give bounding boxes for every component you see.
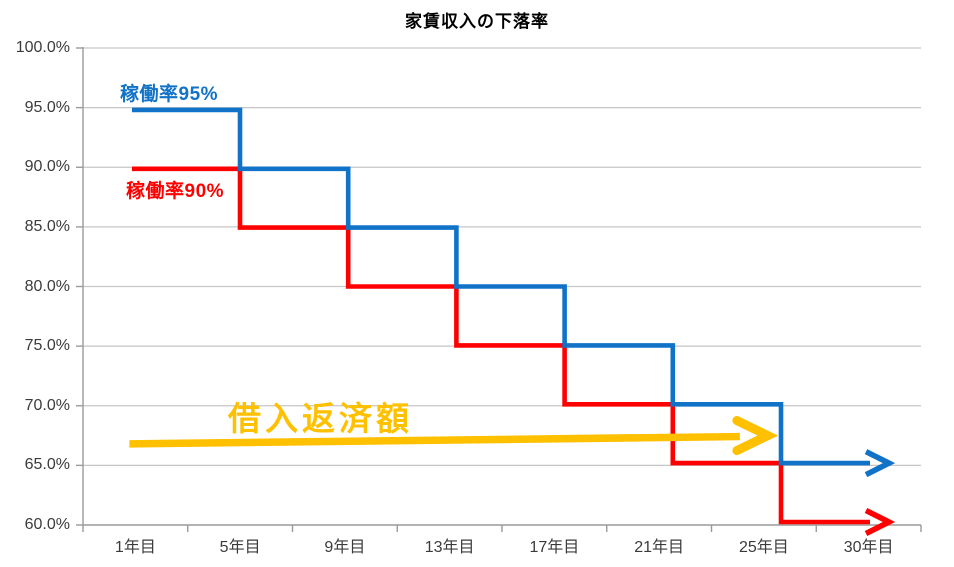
y-axis-tick-label: 90.0% [24,158,70,176]
y-axis-tick-label: 60.0% [24,516,70,533]
series-occupancy-95-arrowhead-icon [864,449,896,478]
y-axis-tick-label: 75.0% [24,337,70,355]
x-axis-tick-label: 21年目 [634,539,685,556]
series-occupancy-95-line [132,107,870,466]
series-occupancy-90-line [132,166,870,525]
y-axis-tick-label: 100.0% [15,39,70,56]
y-axis-tick-label: 70.0% [24,396,70,414]
y-axis-tick-label: 95.0% [24,98,70,116]
y-axis-tick-label: 80.0% [24,277,70,295]
series-label-occupancy-90: 稼働率90% [126,181,225,202]
y-axis-tick-label: 85.0% [24,217,70,235]
loan-arrowhead-icon [732,416,779,456]
x-axis-tick-label: 9年目 [324,539,366,556]
series-occupancy-90-arrowhead-icon [864,508,896,536]
x-axis-tick-label: 5年目 [219,539,261,556]
x-axis-tick-label: 30年目 [843,539,894,556]
series-label-occupancy-95: 稼働率95% [120,84,219,105]
x-axis-tick-label: 13年目 [424,539,475,556]
y-axis-tick-label: 65.0% [24,456,70,474]
x-axis-tick-label: 17年目 [529,539,580,556]
loan-arrow-shaft [129,432,740,448]
chart-title: 家賃収入の下落率 [405,12,549,31]
loan-repayment-label: 借入返済額 [228,400,413,437]
x-axis-tick-label: 25年目 [738,539,789,556]
x-axis-tick-label: 1年目 [114,539,156,556]
